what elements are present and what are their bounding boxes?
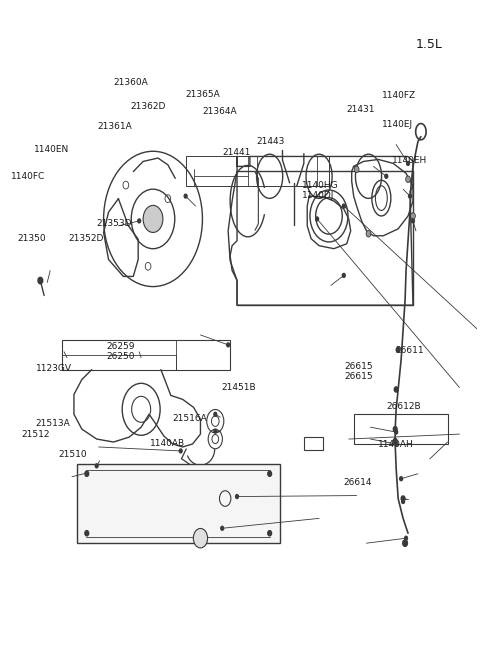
- Circle shape: [393, 438, 397, 443]
- Text: 21362D: 21362D: [130, 102, 165, 111]
- Text: 26259: 26259: [106, 343, 135, 352]
- Circle shape: [406, 176, 410, 183]
- Circle shape: [385, 174, 388, 178]
- Text: 26612B: 26612B: [386, 402, 421, 411]
- Circle shape: [342, 274, 345, 278]
- Text: 1140EJ: 1140EJ: [383, 121, 413, 130]
- Text: 21350: 21350: [17, 234, 46, 243]
- Text: 1140DJ: 1140DJ: [301, 191, 334, 200]
- Circle shape: [342, 204, 345, 208]
- Circle shape: [395, 430, 397, 434]
- Bar: [354, 414, 447, 444]
- Circle shape: [393, 426, 397, 432]
- Text: 21352D: 21352D: [68, 234, 104, 243]
- Circle shape: [236, 495, 239, 498]
- Circle shape: [227, 343, 229, 346]
- Circle shape: [407, 161, 409, 165]
- Bar: [62, 355, 176, 369]
- Circle shape: [214, 412, 216, 416]
- Text: 26611: 26611: [396, 346, 424, 356]
- Text: 21364A: 21364A: [202, 107, 237, 117]
- Circle shape: [402, 500, 405, 504]
- Text: 21443: 21443: [257, 137, 285, 145]
- Circle shape: [396, 347, 400, 352]
- Circle shape: [411, 219, 414, 223]
- Text: 21365A: 21365A: [185, 90, 220, 100]
- Circle shape: [401, 496, 405, 501]
- Circle shape: [395, 442, 397, 446]
- Text: 21512: 21512: [22, 430, 50, 439]
- Circle shape: [366, 231, 371, 237]
- Text: 1.5L: 1.5L: [416, 39, 443, 52]
- Circle shape: [214, 429, 216, 433]
- Circle shape: [184, 194, 187, 198]
- Circle shape: [85, 471, 89, 476]
- Text: 1140AB: 1140AB: [150, 439, 185, 447]
- Text: 26615: 26615: [344, 362, 373, 371]
- Text: 1140FC: 1140FC: [12, 172, 46, 181]
- Text: 21513A: 21513A: [35, 419, 70, 428]
- Circle shape: [143, 206, 163, 233]
- Circle shape: [316, 217, 319, 221]
- Circle shape: [400, 477, 403, 481]
- Circle shape: [95, 464, 98, 468]
- Bar: [77, 464, 279, 543]
- Circle shape: [403, 540, 408, 546]
- Bar: [62, 340, 230, 369]
- Circle shape: [85, 531, 89, 536]
- Circle shape: [193, 529, 207, 548]
- Circle shape: [138, 219, 141, 223]
- Text: 21516A: 21516A: [173, 414, 207, 423]
- Circle shape: [410, 213, 415, 219]
- Text: 26615: 26615: [344, 372, 373, 381]
- Circle shape: [408, 194, 411, 198]
- Text: 21441: 21441: [222, 147, 251, 157]
- Bar: [304, 438, 323, 451]
- Circle shape: [221, 527, 224, 531]
- Text: 1140EN: 1140EN: [34, 145, 69, 154]
- Circle shape: [268, 531, 272, 536]
- Circle shape: [179, 449, 182, 453]
- Text: 1123GV: 1123GV: [36, 364, 72, 373]
- Text: 21451B: 21451B: [221, 383, 256, 392]
- Text: 1140FZ: 1140FZ: [383, 91, 417, 100]
- Text: 26614: 26614: [343, 477, 372, 487]
- Circle shape: [268, 471, 272, 476]
- Circle shape: [394, 387, 398, 392]
- Circle shape: [405, 536, 408, 540]
- Text: 21361A: 21361A: [97, 122, 132, 130]
- Text: 21431: 21431: [346, 105, 375, 114]
- Text: 1140AH: 1140AH: [378, 440, 413, 449]
- Text: 1140HG: 1140HG: [301, 181, 338, 191]
- Circle shape: [354, 166, 359, 173]
- Text: 26250: 26250: [106, 352, 135, 361]
- Bar: [186, 157, 329, 186]
- Text: 21360A: 21360A: [113, 77, 148, 86]
- Text: 21510: 21510: [59, 449, 87, 458]
- Text: 1140EH: 1140EH: [392, 156, 427, 165]
- Text: 21353D: 21353D: [96, 219, 132, 228]
- Circle shape: [38, 277, 43, 284]
